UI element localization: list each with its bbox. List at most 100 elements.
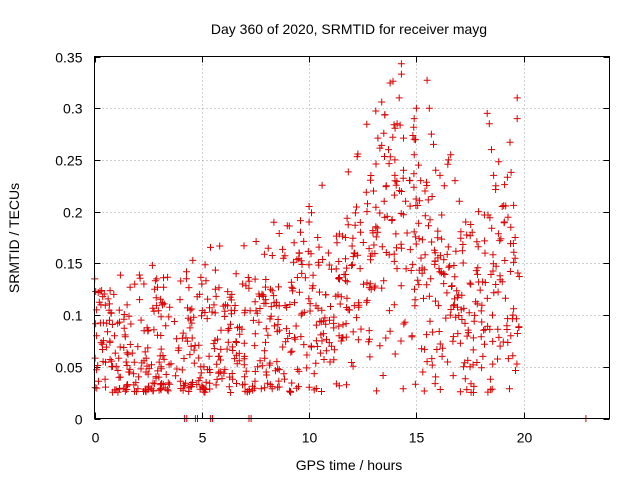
data-point bbox=[507, 332, 515, 340]
data-point bbox=[251, 298, 259, 306]
data-point bbox=[124, 350, 132, 358]
data-point bbox=[211, 336, 219, 344]
data-point bbox=[94, 289, 102, 296]
data-point bbox=[275, 366, 283, 374]
data-point bbox=[272, 298, 280, 306]
data-point bbox=[428, 355, 436, 363]
data-point bbox=[274, 365, 282, 373]
data-point bbox=[203, 315, 211, 323]
data-point bbox=[163, 386, 171, 394]
data-point bbox=[475, 208, 483, 216]
data-point bbox=[501, 294, 509, 302]
data-point bbox=[423, 76, 431, 84]
data-point bbox=[434, 234, 442, 242]
data-point bbox=[451, 295, 459, 303]
data-point bbox=[149, 387, 157, 395]
data-point bbox=[292, 322, 300, 330]
data-point bbox=[99, 293, 107, 301]
data-point bbox=[254, 363, 262, 371]
data-point bbox=[216, 242, 224, 250]
data-point bbox=[160, 283, 168, 291]
data-point bbox=[295, 367, 303, 375]
data-point bbox=[241, 380, 249, 388]
data-point bbox=[506, 385, 513, 393]
y-axis-label: SRMTID / TECUs bbox=[6, 183, 22, 293]
data-point bbox=[371, 250, 379, 258]
data-point bbox=[200, 363, 208, 371]
data-point bbox=[359, 239, 367, 246]
data-point bbox=[410, 115, 418, 123]
data-point bbox=[130, 370, 138, 378]
data-point bbox=[342, 277, 349, 285]
data-point bbox=[307, 342, 315, 350]
data-point bbox=[186, 324, 194, 332]
data-point bbox=[435, 328, 443, 335]
data-point bbox=[456, 388, 464, 396]
data-point bbox=[221, 301, 229, 309]
data-point bbox=[356, 218, 364, 226]
data-point bbox=[144, 326, 152, 334]
data-point bbox=[443, 250, 451, 258]
data-point bbox=[316, 288, 323, 296]
data-point bbox=[378, 98, 386, 106]
data-point bbox=[188, 334, 196, 342]
data-point bbox=[189, 379, 196, 386]
data-point bbox=[121, 387, 129, 395]
data-point bbox=[156, 352, 164, 360]
data-point bbox=[201, 309, 209, 316]
data-point bbox=[449, 302, 457, 310]
data-point bbox=[228, 290, 236, 298]
data-point bbox=[197, 273, 205, 281]
data-point bbox=[473, 359, 481, 366]
data-point bbox=[268, 252, 276, 259]
data-point bbox=[260, 299, 268, 307]
data-point bbox=[287, 388, 295, 396]
data-point bbox=[391, 124, 399, 132]
data-point bbox=[227, 389, 235, 396]
data-point bbox=[116, 271, 124, 279]
data-point bbox=[282, 325, 290, 333]
data-point bbox=[501, 257, 509, 264]
data-point bbox=[367, 252, 374, 260]
data-point bbox=[420, 294, 427, 302]
data-point bbox=[488, 385, 496, 393]
data-point bbox=[457, 228, 465, 236]
data-point bbox=[412, 240, 420, 248]
data-point bbox=[402, 197, 410, 205]
data-point bbox=[268, 287, 276, 295]
data-point bbox=[335, 332, 343, 340]
data-point bbox=[400, 320, 408, 328]
data-point bbox=[162, 371, 170, 378]
data-point bbox=[108, 321, 116, 328]
data-point bbox=[466, 363, 474, 371]
data-point bbox=[179, 329, 187, 337]
data-point bbox=[102, 343, 110, 351]
data-point bbox=[159, 380, 167, 388]
data-point bbox=[144, 344, 152, 352]
data-point bbox=[504, 355, 512, 363]
data-point bbox=[459, 241, 467, 248]
data-point bbox=[509, 240, 517, 247]
data-point bbox=[495, 158, 503, 166]
data-point bbox=[137, 365, 145, 373]
data-point bbox=[461, 319, 469, 327]
data-point bbox=[274, 383, 282, 391]
data-point bbox=[333, 239, 341, 247]
data-point bbox=[415, 161, 422, 169]
data-point bbox=[116, 343, 124, 351]
data-point bbox=[457, 306, 465, 314]
data-point bbox=[417, 177, 425, 185]
data-point bbox=[349, 234, 357, 242]
data-point bbox=[366, 280, 374, 288]
data-point bbox=[224, 338, 232, 346]
data-point bbox=[472, 298, 480, 306]
data-point bbox=[366, 353, 374, 361]
data-point bbox=[320, 356, 328, 363]
data-point bbox=[123, 362, 131, 369]
data-point bbox=[207, 243, 214, 251]
data-point bbox=[298, 261, 306, 268]
data-point bbox=[434, 302, 442, 310]
data-point bbox=[330, 324, 338, 332]
data-point bbox=[279, 343, 287, 351]
data-point bbox=[407, 267, 415, 274]
